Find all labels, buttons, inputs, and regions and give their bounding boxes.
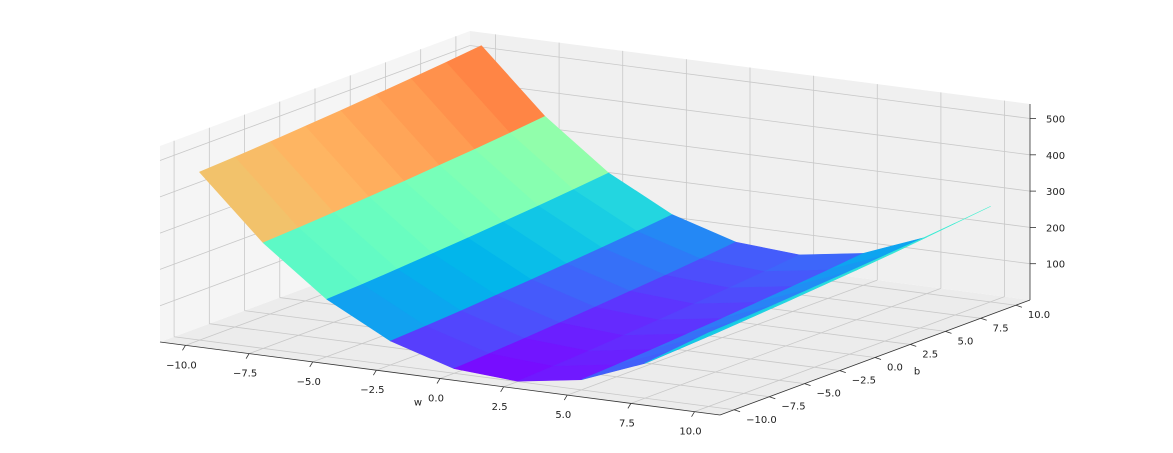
z-tick-label: 200: [1046, 223, 1065, 234]
tick-mark: [245, 353, 250, 359]
tick-mark: [1015, 304, 1023, 308]
tick-mark: [769, 396, 776, 400]
grid-line: [469, 45, 1031, 119]
y-tick-label: 10.0: [1028, 310, 1050, 321]
y-tick-label: 7.5: [993, 323, 1009, 334]
y-axis-label: b: [914, 367, 920, 378]
grid-line: [469, 117, 1031, 192]
grid-line: [174, 336, 735, 411]
x-tick-label: 2.5: [492, 402, 508, 413]
y-tick-label: −7.5: [781, 402, 805, 413]
tick-mark: [500, 386, 504, 393]
x-tick-label: −7.5: [233, 369, 257, 380]
tick-mark: [733, 409, 741, 413]
x-tick-label: 7.5: [619, 418, 635, 429]
y-tick-label: 0.0: [887, 363, 903, 374]
tick-mark: [627, 403, 632, 409]
z-tick-label: 500: [1046, 115, 1065, 126]
surface-patch: [644, 317, 745, 364]
x-tick-label: −2.5: [360, 385, 384, 396]
z-tick-label: 300: [1046, 187, 1065, 198]
tick-mark: [182, 345, 186, 351]
tick-mark: [839, 370, 846, 373]
x-tick-label: 5.0: [555, 410, 571, 421]
z-tick-label: 100: [1046, 260, 1065, 271]
tick-mark: [910, 344, 917, 347]
tick-mark: [309, 361, 314, 368]
tick-mark: [436, 378, 441, 384]
tick-mark: [980, 317, 987, 321]
grid-line: [159, 45, 471, 161]
tick-mark: [874, 357, 882, 360]
x-tick-label: 10.0: [679, 427, 701, 438]
y-tick-label: 5.0: [957, 336, 973, 347]
y-tick-label: −5.0: [817, 389, 841, 400]
y-tick-label: 2.5: [922, 349, 938, 360]
z-tick-label: 400: [1046, 151, 1065, 162]
tick-mark: [691, 411, 695, 417]
x-axis-label: w: [414, 398, 422, 409]
x-tick-label: 0.0: [428, 394, 444, 405]
x-tick-label: −5.0: [297, 377, 321, 388]
y-tick-label: −2.5: [852, 376, 876, 387]
y-tick-label: −10.0: [746, 415, 777, 426]
tick-mark: [945, 330, 952, 334]
tick-mark: [373, 369, 377, 376]
tick-mark: [563, 394, 568, 401]
grid-line: [469, 81, 1031, 156]
x-tick-label: −10.0: [166, 360, 197, 371]
tick-mark: [804, 383, 811, 387]
